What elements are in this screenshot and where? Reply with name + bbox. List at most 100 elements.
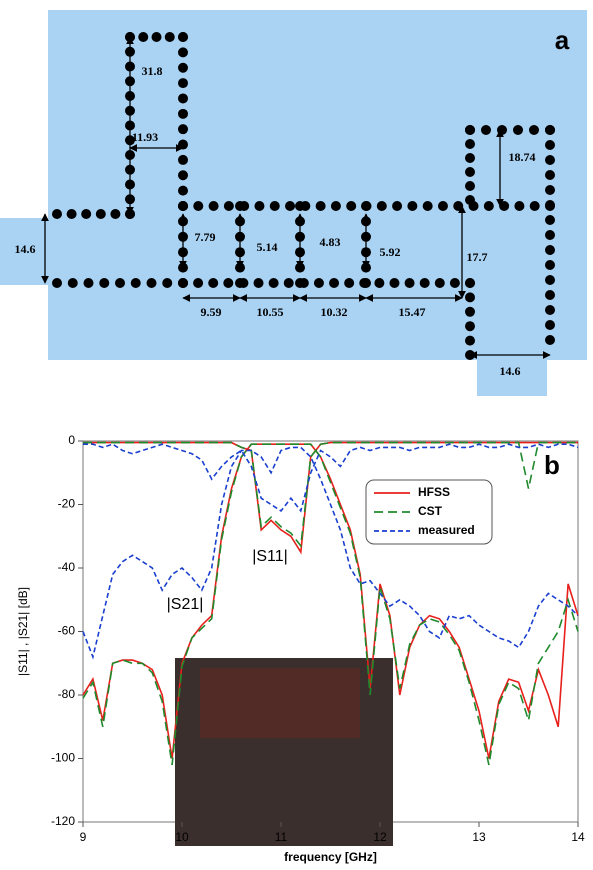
via xyxy=(465,306,475,317)
dimension-label: 5.14 xyxy=(257,240,278,254)
dimension-label: 9.59 xyxy=(201,305,222,319)
y-tick-label: -40 xyxy=(58,560,76,574)
dimension-label: 17.7 xyxy=(467,250,488,264)
x-tick-label: 13 xyxy=(472,830,486,844)
via xyxy=(178,32,188,42)
via xyxy=(465,292,475,303)
legend-label: CST xyxy=(418,504,443,518)
via xyxy=(361,278,371,288)
via xyxy=(374,278,385,288)
dimension-label: 10.32 xyxy=(321,305,348,319)
via xyxy=(283,278,294,288)
via xyxy=(465,125,475,135)
via xyxy=(178,124,188,135)
series-line xyxy=(83,441,578,548)
x-axis-label: frequency [GHz] xyxy=(284,850,377,864)
via xyxy=(497,125,507,135)
via xyxy=(193,278,204,288)
via xyxy=(545,125,555,135)
annotation: |S11| xyxy=(252,548,288,565)
via xyxy=(178,278,188,288)
via xyxy=(146,278,157,288)
dimension-label: 4.83 xyxy=(320,235,341,249)
via xyxy=(361,201,371,211)
via xyxy=(545,155,555,165)
via xyxy=(465,153,475,163)
legend-label: measured xyxy=(418,523,475,537)
via xyxy=(130,278,141,288)
series-line xyxy=(82,446,579,660)
via xyxy=(83,278,94,288)
via xyxy=(330,201,341,211)
via xyxy=(422,201,433,211)
via xyxy=(545,170,555,180)
via xyxy=(545,215,555,225)
via xyxy=(545,245,555,255)
via xyxy=(545,140,555,150)
via xyxy=(376,201,387,211)
via xyxy=(164,32,175,42)
via xyxy=(346,201,357,211)
via xyxy=(253,278,264,288)
via xyxy=(66,209,77,219)
via xyxy=(178,62,188,73)
via xyxy=(295,278,305,288)
series-line xyxy=(82,443,579,759)
y-tick-label: -20 xyxy=(58,497,76,511)
annotation: |S21| xyxy=(167,596,204,613)
dimension-label: 18.74 xyxy=(509,150,536,164)
via xyxy=(407,201,418,211)
via xyxy=(465,321,475,332)
via xyxy=(268,278,279,288)
dimension-label: 14.6 xyxy=(15,242,36,256)
via xyxy=(465,181,475,191)
via xyxy=(67,278,78,288)
via xyxy=(178,170,188,181)
via xyxy=(529,125,539,135)
series-line xyxy=(83,443,579,513)
via xyxy=(162,278,173,288)
dimension-label: 11.93 xyxy=(132,130,158,144)
panel-label: b xyxy=(544,450,560,480)
legend-label: HFSS xyxy=(418,485,450,499)
via xyxy=(545,230,555,240)
via xyxy=(223,278,234,288)
via xyxy=(208,278,219,288)
via xyxy=(178,93,188,104)
via xyxy=(295,201,305,211)
via xyxy=(404,278,415,288)
via xyxy=(269,201,280,211)
via xyxy=(434,278,445,288)
y-tick-label: -100 xyxy=(51,751,75,765)
via xyxy=(419,278,430,288)
via xyxy=(545,275,555,285)
x-tick-label: 14 xyxy=(571,830,585,844)
y-tick-label: 0 xyxy=(68,433,75,447)
series-line xyxy=(82,443,579,766)
via xyxy=(138,32,149,42)
via xyxy=(545,185,555,195)
x-tick-label: 11 xyxy=(275,830,288,844)
y-tick-label: -80 xyxy=(58,687,76,701)
via xyxy=(465,278,475,288)
via xyxy=(178,154,188,165)
legend-box xyxy=(365,479,493,545)
via xyxy=(235,201,245,211)
via xyxy=(465,195,475,205)
dimension-label: 15.47 xyxy=(399,305,426,319)
via xyxy=(81,209,92,219)
via xyxy=(389,278,400,288)
via xyxy=(178,108,188,119)
via xyxy=(178,185,188,196)
via xyxy=(481,125,491,135)
series-line xyxy=(83,441,578,555)
via xyxy=(449,278,460,288)
via xyxy=(52,209,62,219)
via xyxy=(545,320,555,330)
via xyxy=(545,290,555,300)
via xyxy=(437,201,448,211)
via xyxy=(514,201,525,211)
via xyxy=(545,200,555,210)
